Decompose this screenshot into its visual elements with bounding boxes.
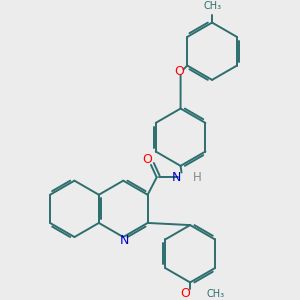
Text: CH₃: CH₃: [203, 1, 221, 11]
Text: CH₃: CH₃: [206, 289, 224, 299]
Text: N: N: [119, 234, 129, 248]
Text: O: O: [180, 287, 190, 300]
Text: N: N: [172, 171, 182, 184]
Text: H: H: [193, 171, 202, 184]
Text: O: O: [175, 65, 184, 78]
Text: O: O: [142, 153, 152, 166]
